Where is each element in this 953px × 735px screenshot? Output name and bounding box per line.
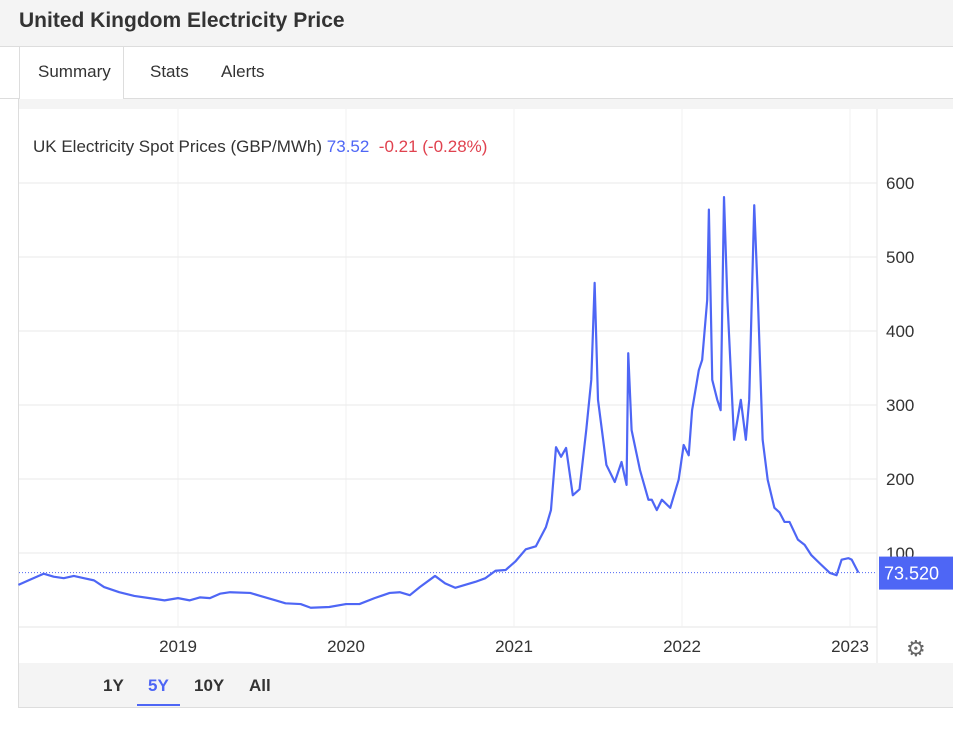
- x-tick-label: 2019: [159, 637, 197, 656]
- range-5y-button[interactable]: 5Y: [137, 676, 180, 706]
- range-10y-button[interactable]: 10Y: [194, 676, 225, 695]
- chart-panel: [18, 99, 953, 708]
- range-1y-button[interactable]: 1Y: [103, 676, 124, 695]
- y-tick-label: 200: [886, 470, 914, 489]
- range-bar: [19, 663, 953, 707]
- chart-top-strip: [19, 99, 953, 109]
- price-tag-label: 73.520: [884, 564, 939, 584]
- tab-stats[interactable]: Stats: [150, 62, 189, 81]
- x-tick-label: 2023: [831, 637, 869, 656]
- y-tick-label: 600: [886, 174, 914, 193]
- tab-summary[interactable]: Summary: [19, 47, 124, 99]
- tab-bar: Summary Stats Alerts: [0, 47, 953, 99]
- x-tick-label: 2020: [327, 637, 365, 656]
- legend-series-name: UK Electricity Spot Prices (GBP/MWh): [33, 137, 323, 156]
- range-all-button[interactable]: All: [249, 676, 271, 695]
- page-title: United Kingdom Electricity Price: [19, 9, 345, 32]
- y-tick-label: 400: [886, 322, 914, 341]
- x-tick-label: 2022: [663, 637, 701, 656]
- chart-legend: UK Electricity Spot Prices (GBP/MWh) 73.…: [33, 137, 487, 157]
- legend-change: -0.21 (-0.28%): [378, 137, 488, 156]
- gear-icon[interactable]: ⚙: [906, 636, 926, 661]
- y-tick-label: 300: [886, 396, 914, 415]
- price-line: [17, 195, 860, 609]
- legend-value: 73.52: [326, 137, 370, 156]
- tab-alerts[interactable]: Alerts: [221, 62, 265, 81]
- x-tick-label: 2021: [495, 637, 533, 656]
- page-header: United Kingdom Electricity Price: [0, 0, 953, 47]
- price-tag: [879, 556, 953, 590]
- y-tick-label: 500: [886, 248, 914, 267]
